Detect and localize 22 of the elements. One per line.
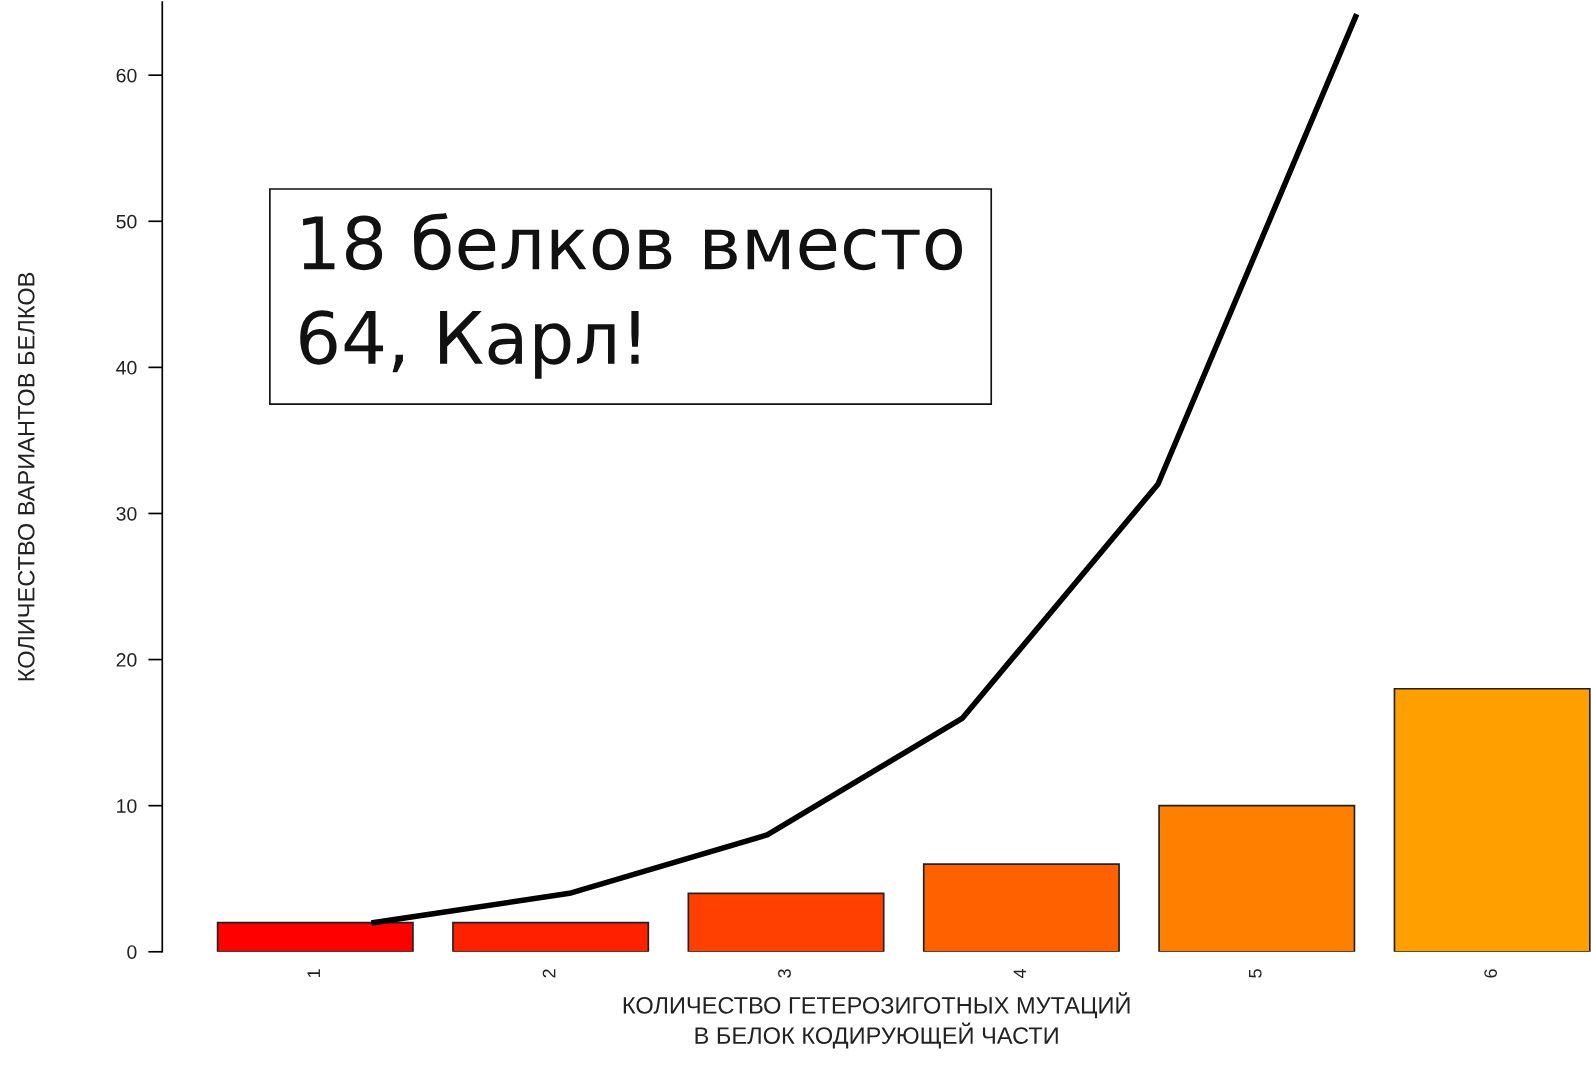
x-tick-label: 1 [307,969,320,978]
x-tick-label: 5 [1249,969,1262,978]
x-axis-title: КОЛИЧЕСТВО ГЕТЕРОЗИГОТНЫХ МУТАЦИЙ В БЕЛОК КОДИРУЮЩЕЙ ЧАСТИ [623,992,1130,1049]
x-tick-label: 3 [778,969,791,978]
x-tick-label: 4 [1013,968,1027,979]
x-tick-label: 2 [542,969,556,978]
annotation: 18 белков вместо 64, Карл! [300,213,962,379]
y-axis-title: КОЛИЧЕСТВО ВАРИАНТОВ БЕЛКОВ [17,272,35,681]
y-tick-label: 30 [116,506,137,521]
y-tick-label: 0 [127,945,137,959]
bar [922,863,1120,952]
y-tick-label: 20 [116,653,137,667]
bar [216,921,414,952]
bar [1393,687,1591,952]
bar [452,921,650,952]
bar [687,892,885,952]
bar [1158,804,1356,952]
x-tick-label: 6 [1484,969,1497,978]
y-tick-label: 10 [117,799,137,813]
y-tick-label: 60 [116,68,137,83]
y-tick-label: 40 [116,360,137,375]
y-tick-label: 50 [116,214,137,229]
